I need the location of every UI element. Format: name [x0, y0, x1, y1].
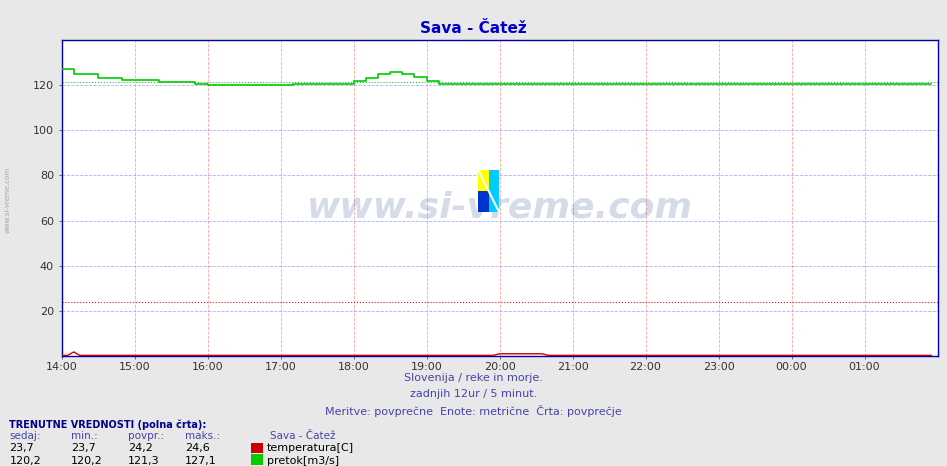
Text: 120,2: 120,2	[71, 456, 103, 466]
Text: 121,3: 121,3	[128, 456, 159, 466]
Text: Sava - Čatež: Sava - Čatež	[270, 431, 335, 441]
Text: TRENUTNE VREDNOSTI (polna črta):: TRENUTNE VREDNOSTI (polna črta):	[9, 419, 206, 430]
Text: 127,1: 127,1	[185, 456, 217, 466]
Text: 23,7: 23,7	[71, 443, 96, 452]
Text: povpr.:: povpr.:	[128, 431, 164, 441]
Text: Slovenija / reke in morje.: Slovenija / reke in morje.	[404, 373, 543, 383]
Text: maks.:: maks.:	[185, 431, 220, 441]
Polygon shape	[478, 191, 489, 212]
Polygon shape	[478, 170, 489, 191]
Text: pretok[m3/s]: pretok[m3/s]	[267, 456, 339, 466]
Text: Sava - Čatež: Sava - Čatež	[420, 21, 527, 36]
Text: www.si-vreme.com: www.si-vreme.com	[307, 191, 692, 225]
Text: temperatura[C]: temperatura[C]	[267, 443, 354, 452]
Text: 24,2: 24,2	[128, 443, 152, 452]
Text: 23,7: 23,7	[9, 443, 34, 452]
Polygon shape	[489, 170, 499, 212]
Text: min.:: min.:	[71, 431, 98, 441]
Text: www.si-vreme.com: www.si-vreme.com	[5, 167, 10, 233]
Text: 120,2: 120,2	[9, 456, 42, 466]
Text: 24,6: 24,6	[185, 443, 209, 452]
Text: Meritve: povprečne  Enote: metrične  Črta: povprečje: Meritve: povprečne Enote: metrične Črta:…	[325, 405, 622, 418]
Text: sedaj:: sedaj:	[9, 431, 41, 441]
Text: zadnjih 12ur / 5 minut.: zadnjih 12ur / 5 minut.	[410, 389, 537, 399]
